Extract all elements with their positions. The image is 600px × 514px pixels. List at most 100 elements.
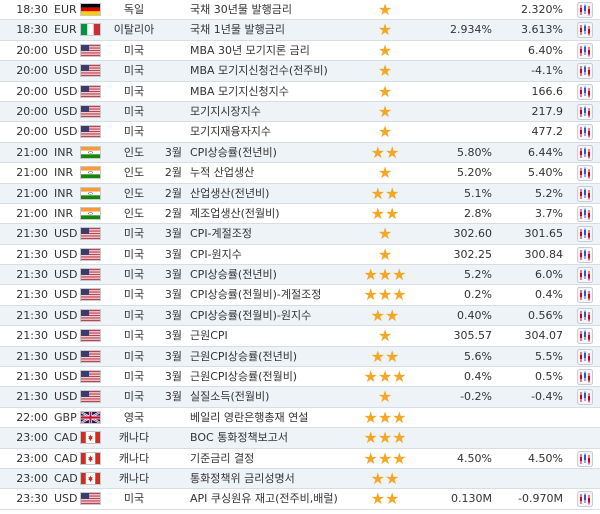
event-name[interactable]: 근원CPI	[190, 329, 228, 343]
importance-stars: ★★	[370, 203, 400, 223]
currency-code: USD	[54, 64, 78, 78]
chart-icon[interactable]	[577, 491, 593, 508]
previous-value	[430, 122, 492, 141]
table-row: 21:30 USD 미국 3월 근원CPI상승률(전월비) ★★★ 0.4% 0.5%	[0, 367, 600, 388]
event-name[interactable]: 산업생산(전년비)	[190, 186, 270, 200]
flag-us-icon	[80, 104, 101, 118]
chart-icon[interactable]	[577, 42, 593, 59]
flag-in-icon	[80, 166, 101, 180]
chart-icon[interactable]	[577, 205, 593, 222]
currency-code: USD	[54, 268, 78, 282]
event-period	[160, 41, 182, 60]
chart-icon[interactable]	[577, 450, 593, 467]
event-name[interactable]: 실질소득(전월비)	[190, 390, 270, 404]
chart-icon[interactable]	[577, 103, 593, 120]
chart-icon[interactable]	[577, 124, 593, 141]
currency-code: INR	[54, 145, 74, 159]
event-name[interactable]: 근원CPI상승률(전년비)	[190, 349, 298, 363]
event-name[interactable]: 국채 1년물 발행금리	[190, 23, 285, 37]
currency-code: USD	[54, 247, 78, 261]
event-name[interactable]: CPI상승률(전년비)	[190, 145, 277, 159]
country-name: 미국	[123, 492, 145, 506]
chart-icon[interactable]	[577, 22, 593, 39]
currency-code: EUR	[54, 3, 77, 16]
currency-code: INR	[54, 166, 74, 180]
country-name: 미국	[123, 329, 145, 343]
chart-icon[interactable]	[577, 287, 593, 304]
event-name[interactable]: 모기지재융자지수	[190, 125, 271, 139]
importance-stars: ★★	[370, 305, 400, 325]
country-name: 미국	[123, 125, 145, 139]
event-name[interactable]: BOC 통화정책보고서	[190, 431, 289, 445]
chart-icon[interactable]	[577, 328, 593, 345]
event-period: 3월	[164, 349, 182, 363]
event-name[interactable]: 베일리 영란은행총재 연설	[190, 410, 309, 424]
country-name: 인도	[123, 166, 145, 180]
event-time: 21:30	[16, 308, 48, 322]
table-row: 23:30 USD 미국 API 쿠싱원유 재고(전주비,배럴) ★★ 0.130M -0.…	[0, 489, 600, 510]
chart-icon[interactable]	[577, 267, 593, 284]
event-name[interactable]: 국채 30년물 발행금리	[190, 3, 292, 16]
forecast-value: 477.2	[531, 125, 564, 139]
event-name[interactable]: 모기지시장지수	[190, 104, 261, 118]
chart-icon[interactable]	[577, 348, 593, 365]
previous-value: 5.80%	[457, 145, 492, 159]
importance-stars: ★★★	[363, 285, 407, 305]
event-name[interactable]: 근원CPI상승률(전월비)	[190, 370, 298, 384]
importance-stars: ★	[377, 61, 393, 81]
event-name[interactable]: 제조업생산(전월비)	[190, 206, 280, 220]
event-name[interactable]: CPI-계절조정	[190, 227, 253, 241]
event-name[interactable]: CPI상승률(전월비)-계절조정	[190, 288, 322, 302]
importance-stars: ★★★	[363, 265, 407, 285]
chart-icon[interactable]	[577, 226, 593, 243]
flag-it-icon	[80, 23, 101, 37]
event-time: 20:00	[16, 64, 48, 78]
table-row: 20:00 USD 미국 MBA 모기지신청지수 ★ 166.6	[0, 82, 600, 102]
chart-icon[interactable]	[577, 307, 593, 324]
chart-icon[interactable]	[577, 63, 593, 80]
table-row: 20:00 USD 미국 모기지재융자지수 ★ 477.2	[0, 122, 600, 143]
event-name[interactable]: MBA 모기지신청지수	[190, 84, 289, 98]
chart-icon[interactable]	[577, 369, 593, 386]
previous-value: 5.6%	[464, 349, 492, 363]
currency-code: INR	[54, 206, 74, 220]
event-name[interactable]: CPI-원지수	[190, 247, 242, 261]
chart-icon[interactable]	[577, 144, 593, 161]
chart-icon[interactable]	[577, 2, 593, 18]
currency-code: USD	[54, 84, 78, 98]
table-row: 21:30 USD 미국 3월 CPI상승률(전월비)-계절조정 ★★★ 0.2% 0.4%	[0, 285, 600, 306]
event-name[interactable]: 통화정책위 금리성명서	[190, 471, 295, 485]
event-name[interactable]: CPI상승률(전월비)-원지수	[190, 308, 312, 322]
event-time: 21:30	[16, 329, 48, 343]
flag-us-icon	[80, 288, 101, 302]
table-row: 23:00 CAD 캐나다 통화정책위 금리성명서 ★★	[0, 468, 600, 490]
event-name[interactable]: MBA 모기지신청건수(전주비)	[190, 64, 328, 78]
chart-icon[interactable]	[577, 246, 593, 263]
country-name: 캐나다	[118, 431, 150, 445]
chart-icon[interactable]	[577, 83, 593, 100]
event-period	[160, 102, 182, 121]
event-name[interactable]: CPI상승률(전년비)	[190, 268, 277, 282]
table-row: 21:30 USD 미국 3월 CPI상승률(전년비) ★★★ 5.2% 6.0%	[0, 265, 600, 286]
event-time: 20:00	[16, 104, 48, 118]
event-name[interactable]: API 쿠싱원유 재고(전주비,배럴)	[190, 492, 338, 506]
flag-in-icon	[80, 206, 101, 220]
chart-icon[interactable]	[577, 185, 593, 202]
chart-icon[interactable]	[577, 165, 593, 182]
forecast-value: 304.07	[524, 329, 564, 343]
previous-value	[430, 41, 492, 60]
currency-code: CAD	[54, 451, 78, 465]
event-time: 23:00	[16, 431, 48, 445]
event-name[interactable]: MBA 30년 모기지론 금리	[190, 43, 310, 57]
previous-value: 302.25	[453, 247, 493, 261]
forecast-value	[495, 428, 563, 447]
table-row: 20:00 USD 미국 MBA 30년 모기지론 금리 ★ 6.40%	[0, 40, 600, 62]
country-name: 캐나다	[118, 451, 150, 465]
event-time: 21:00	[16, 166, 48, 180]
importance-stars: ★	[377, 224, 393, 244]
event-name[interactable]: 누적 산업생산	[190, 166, 255, 180]
event-name[interactable]: 기준금리 결정	[190, 451, 255, 465]
chart-icon[interactable]	[577, 389, 593, 406]
importance-stars: ★	[377, 40, 393, 60]
previous-value: 5.20%	[457, 166, 492, 180]
